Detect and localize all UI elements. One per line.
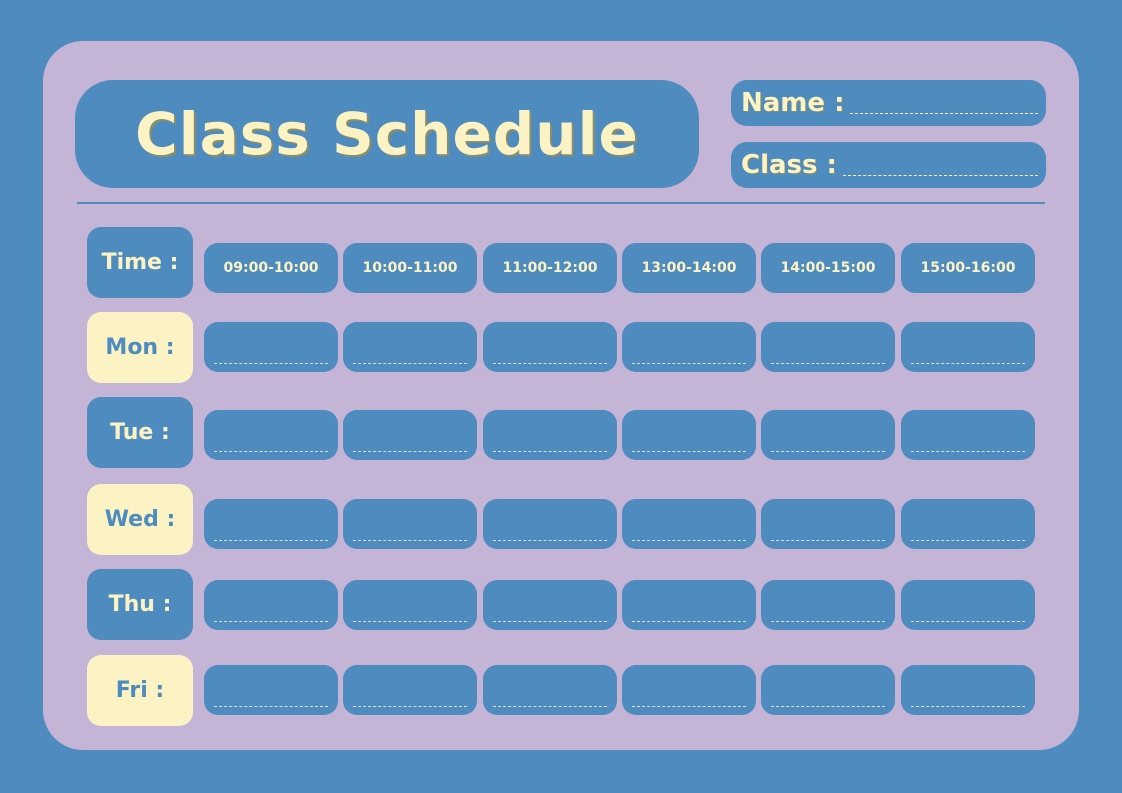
schedule-cell[interactable] [343, 410, 477, 460]
entry-line [771, 621, 885, 622]
entry-line [632, 540, 746, 541]
entry-line [911, 621, 1025, 622]
schedule-cell[interactable] [204, 322, 338, 372]
class-input-line[interactable] [842, 174, 1038, 176]
entry-line [214, 540, 328, 541]
entry-line [911, 363, 1025, 364]
schedule-cell[interactable] [761, 499, 895, 549]
schedule-cell[interactable] [901, 322, 1035, 372]
schedule-cell[interactable] [901, 665, 1035, 715]
day-label: Fri : [87, 655, 193, 726]
entry-line [771, 540, 885, 541]
time-slot-header: 14:00-15:00 [761, 243, 895, 293]
day-label: Mon : [87, 312, 193, 383]
schedule-cell[interactable] [761, 322, 895, 372]
page-title: Class Schedule [135, 100, 639, 168]
entry-line [632, 451, 746, 452]
name-input-line[interactable] [850, 112, 1038, 114]
schedule-cell[interactable] [343, 665, 477, 715]
entry-line [353, 451, 467, 452]
day-label: Thu : [87, 569, 193, 640]
entry-line [214, 621, 328, 622]
entry-line [214, 706, 328, 707]
entry-line [632, 706, 746, 707]
time-slot-header: 15:00-16:00 [901, 243, 1035, 293]
schedule-cell[interactable] [622, 499, 756, 549]
schedule-cell[interactable] [901, 580, 1035, 630]
schedule-cell[interactable] [483, 322, 617, 372]
time-slot-header: 09:00-10:00 [204, 243, 338, 293]
schedule-cell[interactable] [343, 580, 477, 630]
schedule-cell[interactable] [622, 580, 756, 630]
entry-line [493, 706, 607, 707]
name-label: Name : [741, 88, 845, 118]
schedule-cell[interactable] [204, 499, 338, 549]
schedule-cell[interactable] [483, 499, 617, 549]
entry-line [911, 451, 1025, 452]
schedule-cell[interactable] [483, 580, 617, 630]
title-banner: Class Schedule [75, 80, 699, 188]
entry-line [214, 451, 328, 452]
class-label: Class : [741, 150, 837, 180]
entry-line [771, 363, 885, 364]
schedule-cell[interactable] [622, 665, 756, 715]
time-label: Time : [87, 227, 193, 298]
entry-line [632, 621, 746, 622]
entry-line [493, 621, 607, 622]
class-field[interactable]: Class : [731, 142, 1046, 188]
entry-line [353, 540, 467, 541]
day-label: Wed : [87, 484, 193, 555]
day-label: Tue : [87, 397, 193, 468]
entry-line [353, 621, 467, 622]
schedule-cell[interactable] [901, 410, 1035, 460]
schedule-cell[interactable] [483, 410, 617, 460]
schedule-cell[interactable] [761, 665, 895, 715]
entry-line [493, 540, 607, 541]
entry-line [771, 706, 885, 707]
schedule-cell[interactable] [901, 499, 1035, 549]
schedule-cell[interactable] [622, 410, 756, 460]
entry-line [214, 363, 328, 364]
schedule-cell[interactable] [343, 499, 477, 549]
divider [77, 202, 1045, 204]
entry-line [771, 451, 885, 452]
entry-line [911, 540, 1025, 541]
entry-line [632, 363, 746, 364]
schedule-cell[interactable] [343, 322, 477, 372]
entry-line [493, 451, 607, 452]
schedule-cell[interactable] [483, 665, 617, 715]
schedule-cell[interactable] [204, 410, 338, 460]
name-field[interactable]: Name : [731, 80, 1046, 126]
entry-line [911, 706, 1025, 707]
schedule-cell[interactable] [204, 580, 338, 630]
entry-line [353, 706, 467, 707]
time-slot-header: 11:00-12:00 [483, 243, 617, 293]
time-slot-header: 13:00-14:00 [622, 243, 756, 293]
entry-line [493, 363, 607, 364]
schedule-cell[interactable] [761, 580, 895, 630]
entry-line [353, 363, 467, 364]
time-slot-header: 10:00-11:00 [343, 243, 477, 293]
schedule-cell[interactable] [622, 322, 756, 372]
schedule-cell[interactable] [204, 665, 338, 715]
schedule-cell[interactable] [761, 410, 895, 460]
